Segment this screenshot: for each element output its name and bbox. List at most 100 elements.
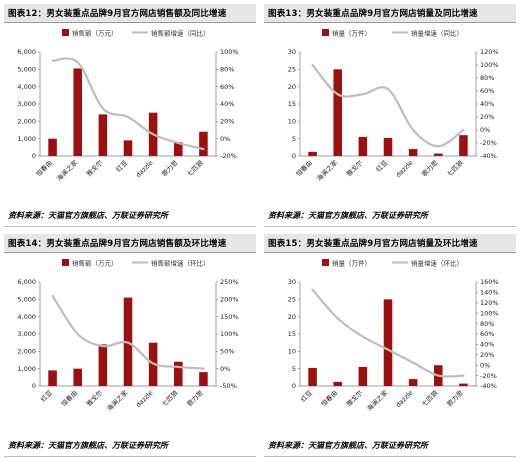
legend-label: 销售额（万元） (72, 259, 118, 268)
divider (264, 226, 516, 227)
chart-panel-4: 图表15：男女装重点品牌9月官方网店销量及环比增速 销量（万件） 销量增速（环比）… (264, 234, 516, 462)
x-tick-label: 歌力思 (420, 158, 441, 179)
series-line (311, 288, 465, 378)
chart-source: 资料来源：天猫官方旗舰店、万联证券研究所 (8, 211, 168, 220)
x-tick-label: 恒春由 (294, 158, 314, 178)
bar (459, 135, 468, 156)
y-left-tick-label: 25 (288, 66, 296, 74)
y-right-tick-label: 100% (480, 309, 499, 317)
y-left-tick-label: 4,000 (17, 83, 36, 91)
legend-label: 销售额（万元） (72, 29, 118, 38)
y-left-tick-label: 10 (288, 118, 296, 126)
x-tick-label: 雅戈尔 (344, 158, 365, 179)
y-left-tick-label: 2,000 (17, 118, 36, 126)
y-right-tick-label: -40% (480, 152, 497, 160)
y-left-tick-label: 30 (288, 48, 296, 56)
bar (408, 149, 418, 156)
y-right-tick-label: 100% (480, 61, 499, 69)
x-tick-label: dazzle (394, 389, 414, 409)
y-right-tick-label: 20% (480, 113, 494, 121)
chart-panel-3: 图表14：男女装重点品牌9月官方网店销售额及环比增速 销售额（万元） 销售额增速（… (4, 234, 256, 462)
y-left-tick-label: 6,000 (17, 278, 36, 286)
y-left-tick-label: 4,000 (17, 313, 36, 321)
y-right-tick-label: 60% (220, 83, 234, 91)
bar (459, 383, 468, 386)
chart-title-bar: 图表12：男女装重点品牌9月官方网店销售额及同比增速 (4, 4, 256, 23)
y-left-tick-label: 5 (292, 135, 296, 143)
divider (264, 456, 516, 457)
legend-label: 销量增速（环比） (411, 259, 463, 268)
bar (358, 366, 368, 386)
y-left-tick-label: 20 (288, 313, 296, 321)
y-right-tick-label: 20% (220, 118, 234, 126)
y-left-tick-label: 2,000 (17, 348, 36, 356)
chart-title: 图表15：男女装重点品牌9月官方网店销量及环比增速 (268, 239, 478, 249)
y-left-tick-label: 5,000 (17, 66, 36, 74)
bar (48, 138, 57, 156)
x-tick-label: dazzle (134, 159, 154, 179)
y-left-tick-label: 25 (288, 296, 296, 304)
combo-chart-sales-yoy: 销售额（万元） 销售额增速（同比） 0 1,000 2,000 3,000 4,000 5,0… (17, 29, 239, 183)
legend-swatch-bar (322, 259, 329, 266)
y-right-tick-label: 50% (220, 348, 234, 356)
y-right-tick-label: 140% (480, 289, 499, 297)
y-right-tick-label: 200% (220, 296, 239, 304)
legend-label: 销量增速（同比） (411, 29, 463, 38)
x-tick-label: 歌力思 (445, 388, 466, 409)
bar (199, 372, 208, 386)
bar (73, 368, 82, 386)
y-left-tick-label: 5 (292, 365, 296, 373)
y-right-tick-label: 60% (480, 87, 494, 95)
divider (4, 226, 256, 227)
bar (174, 361, 183, 386)
y-left-tick-label: 0 (292, 382, 296, 390)
x-tick-label: 恒春由 (34, 158, 54, 178)
chart-title: 图表14：男女装重点品牌9月官方网店销售额及环比增速 (8, 239, 227, 249)
x-tick-label: 红豆 (298, 388, 314, 404)
x-tick-label: 雅戈尔 (344, 388, 365, 409)
legend: 销量（万件） 销量增速（同比） (322, 29, 463, 38)
bar (308, 151, 317, 156)
x-tick-label: 七匹狼 (445, 158, 466, 179)
y-right-tick-label: 100% (220, 48, 239, 56)
y-right-tick-label: 80% (220, 66, 234, 74)
y-right-tick-label: -20% (480, 372, 497, 380)
x-tick-label: 七匹狼 (420, 388, 441, 409)
bar (308, 367, 317, 386)
bar (123, 140, 133, 156)
legend: 销售额（万元） 销售额增速（环比） (62, 259, 210, 268)
y-left-tick-label: 10 (288, 348, 296, 356)
legend-swatch-bar (62, 29, 69, 36)
divider (4, 456, 256, 457)
y-right-tick-label: 0% (220, 135, 230, 143)
x-tick-label: 海澜之家 (105, 388, 130, 413)
y-left-tick-label: 6,000 (17, 48, 36, 56)
series-line (51, 294, 205, 370)
y-left-tick-label: 15 (288, 100, 296, 108)
chart-title: 图表12：男女装重点品牌9月官方网店销售额及同比增速 (8, 9, 227, 19)
legend: 销售额（万元） 销售额增速（同比） (62, 29, 210, 38)
x-tick-label: 歌力思 (160, 158, 181, 179)
y-right-tick-label: 120% (480, 299, 499, 307)
y-left-tick-label: 3,000 (17, 100, 36, 108)
combo-chart-sales-mom: 销售额（万元） 销售额增速（环比） 0 1,000 2,000 3,000 4,000 5,0… (17, 259, 239, 413)
bar (408, 379, 418, 386)
bar (98, 344, 108, 386)
bar (98, 114, 108, 156)
x-tick-label: 雅戈尔 (84, 158, 105, 179)
x-tick-label: 歌力思 (185, 388, 206, 409)
combo-chart-volume-mom: 销量（万件） 销量增速（环比） 0 5 10 15 20 25 30 -40% -20% 0% 20% 4… (288, 259, 499, 413)
x-tick-label: 红豆 (114, 158, 130, 174)
y-left-tick-label: 1,000 (17, 135, 36, 143)
chart-source: 资料来源：天猫官方旗舰店、万联证券研究所 (268, 441, 428, 450)
bar (48, 370, 57, 386)
y-right-tick-label: 40% (220, 100, 234, 108)
x-tick-label: 雅戈尔 (84, 388, 105, 409)
y-left-tick-label: 5,000 (17, 296, 36, 304)
x-tick-label: 恒春由 (319, 388, 339, 408)
y-right-tick-label: 40% (480, 100, 494, 108)
bar (174, 142, 183, 156)
combo-chart-volume-yoy: 销量（万件） 销量增速（同比） 0 5 10 15 20 25 30 -40% -20% 0% 20% 4… (288, 29, 499, 183)
y-left-tick-label: 20 (288, 83, 296, 91)
y-left-tick-label: 15 (288, 330, 296, 338)
